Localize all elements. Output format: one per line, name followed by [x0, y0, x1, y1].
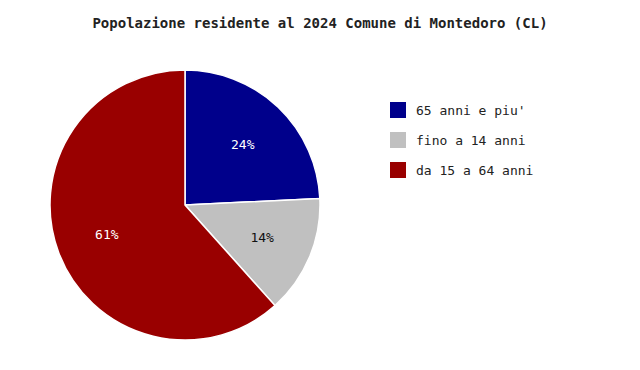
legend: 65 anni e piu' fino a 14 anni da 15 a 64 a… — [390, 102, 533, 178]
legend-label: da 15 a 64 anni — [416, 163, 533, 178]
pie-slice — [50, 70, 275, 340]
title: Popolazione residente al 2024 Comune di … — [92, 15, 547, 31]
legend-swatch — [390, 162, 406, 178]
chart-svg: Popolazione residente al 2024 Comune di … — [0, 0, 640, 370]
data-labels: 24% 14% 61% — [95, 137, 274, 245]
chart-container: Popolazione residente al 2024 Comune di … — [0, 0, 640, 370]
pie-slice — [185, 70, 320, 205]
data-label: 61% — [95, 227, 119, 242]
legend-swatch — [390, 102, 406, 118]
pie — [50, 70, 320, 340]
page: {"chart_data": {"type": "pie", "title": … — [0, 0, 640, 370]
legend-label: fino a 14 anni — [416, 133, 526, 148]
data-label: 14% — [250, 230, 274, 245]
data-label: 24% — [231, 137, 255, 152]
legend-swatch — [390, 132, 406, 148]
legend-label: 65 anni e piu' — [416, 103, 526, 118]
